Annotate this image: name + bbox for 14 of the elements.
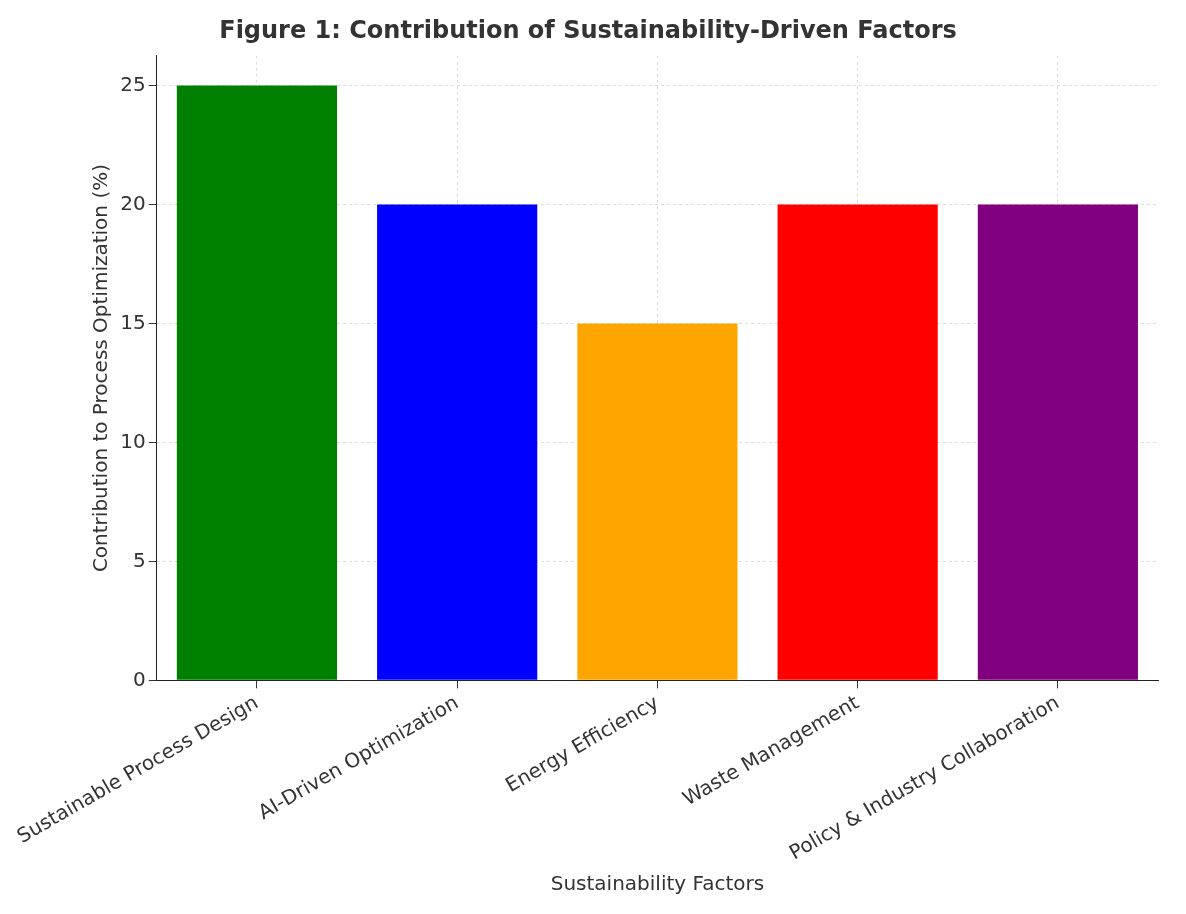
- bar: [977, 204, 1138, 680]
- y-axis-title: Contribution to Process Optimization (%): [87, 164, 112, 573]
- y-tick-label: 15: [120, 309, 146, 334]
- y-tick-label: 10: [120, 428, 146, 453]
- x-axis-title: Sustainability Factors: [550, 871, 765, 896]
- bar: [176, 85, 338, 680]
- y-tick-label: 25: [120, 71, 146, 96]
- y-tick-label: 5: [133, 547, 146, 572]
- y-tick-label: 20: [120, 190, 146, 215]
- bar: [777, 204, 938, 680]
- bar: [377, 204, 538, 680]
- bar: [577, 323, 738, 680]
- y-tick-label: 0: [133, 666, 146, 691]
- chart-title: Figure 1: Contribution of Sustainability-Driven Factors: [219, 15, 957, 44]
